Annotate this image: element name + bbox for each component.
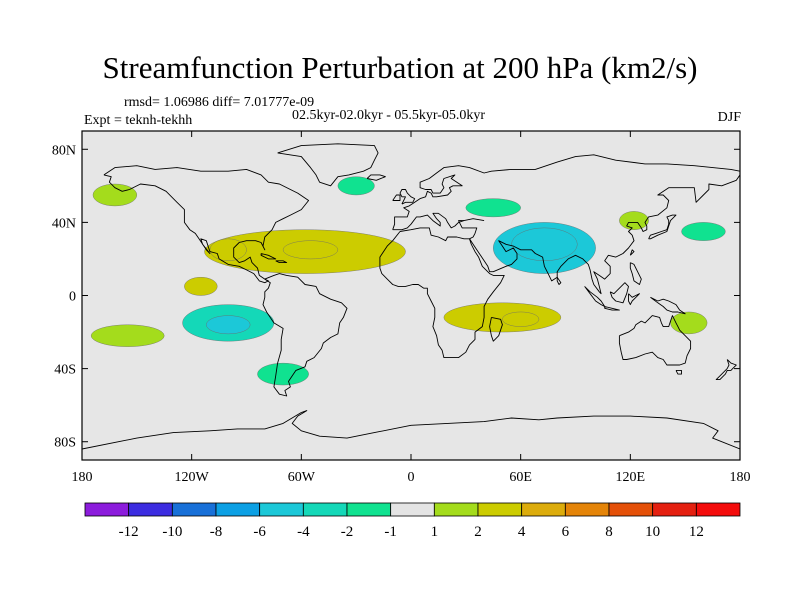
map-title: Streamfunction Perturbation at 200 hPa (… xyxy=(102,50,698,85)
colorbar-label: 6 xyxy=(562,524,570,540)
colorbar-swatch xyxy=(433,502,479,517)
colorbar-label: 10 xyxy=(645,524,660,540)
lat-tick-label: 0 xyxy=(69,290,76,305)
coastline xyxy=(275,260,288,264)
coastline xyxy=(277,143,379,187)
lat-tick-label: 80N xyxy=(52,143,76,158)
coastline xyxy=(399,189,416,205)
colorbar-swatch xyxy=(608,502,654,517)
experiment-label: Expt = teknh-tekhh xyxy=(84,113,193,128)
colorbar-label: -12 xyxy=(119,524,139,540)
coastline xyxy=(469,174,740,295)
coastline xyxy=(715,359,737,381)
colorbar-swatch xyxy=(477,502,523,517)
colorbar-swatch xyxy=(346,502,392,517)
coastline xyxy=(628,293,640,306)
lon-tick-label: 180 xyxy=(72,470,93,485)
axis-ticks: 80N 40N 0 40S 80S 180 120W 60W 0 60E 120E 180 xyxy=(52,131,751,485)
colorbar-swatch xyxy=(652,502,697,517)
anomaly-region xyxy=(92,183,138,207)
colorbar-label: -4 xyxy=(297,524,310,540)
coastline xyxy=(392,154,740,230)
coastline xyxy=(648,214,677,240)
coastline xyxy=(489,316,503,342)
period-label: 02.5kyr-02.0kyr - 05.5kyr-05.0kyr xyxy=(292,108,486,123)
colorbar-swatch xyxy=(171,502,217,517)
coastline xyxy=(618,315,692,366)
coastline xyxy=(82,410,740,450)
coastline xyxy=(366,174,386,181)
colorbar-label: 1 xyxy=(431,524,439,540)
lon-tick-label: 60W xyxy=(288,470,316,485)
lon-tick-label: 120E xyxy=(616,470,646,485)
colorbar-label: -6 xyxy=(253,524,266,540)
season-label: DJF xyxy=(717,110,741,125)
lon-tick-label: 0 xyxy=(408,470,415,485)
coastline xyxy=(260,253,277,260)
coastline xyxy=(556,276,562,285)
coastline xyxy=(379,227,505,359)
colorbar-swatch xyxy=(259,502,304,517)
anomaly-region xyxy=(443,302,562,333)
colorbar-label: -10 xyxy=(162,524,182,540)
colorbar-label: -2 xyxy=(341,524,354,540)
coastline xyxy=(392,212,485,231)
coastline xyxy=(609,282,629,304)
colorbar-swatch xyxy=(564,502,610,517)
anomaly-region xyxy=(670,311,708,335)
colorbar-label: 2 xyxy=(474,524,482,540)
colorbar-swatch xyxy=(695,502,741,517)
coastline xyxy=(675,369,682,375)
anomaly-region xyxy=(90,324,165,347)
rmsd-stats: rmsd= 1.06986 diff= 7.01777e-09 xyxy=(124,95,315,110)
anomaly-region xyxy=(681,222,726,241)
colorbar-label: -1 xyxy=(384,524,397,540)
coastline xyxy=(604,306,620,311)
coastline xyxy=(650,296,686,315)
colorbar-swatch xyxy=(521,502,566,517)
anomaly-region xyxy=(184,277,218,296)
coastline xyxy=(262,273,348,397)
colorbar-swatch xyxy=(302,502,348,517)
anomaly-region xyxy=(282,240,339,260)
coastline xyxy=(629,249,635,256)
lon-tick-label: 180 xyxy=(730,470,751,485)
anomaly-region xyxy=(465,198,521,218)
coastlines xyxy=(82,143,740,450)
lat-tick-label: 40S xyxy=(54,363,76,378)
coastline xyxy=(629,262,642,285)
lat-tick-label: 80S xyxy=(54,436,76,451)
colorbar-label: 4 xyxy=(518,524,526,540)
coastline xyxy=(103,165,310,284)
anomaly-fields xyxy=(90,176,726,386)
colorbar-swatch xyxy=(390,502,435,517)
lon-tick-label: 60E xyxy=(509,470,532,485)
plot-background xyxy=(82,131,740,460)
colorbar-label: -8 xyxy=(210,524,223,540)
anomaly-region xyxy=(511,227,578,261)
lat-tick-label: 40N xyxy=(52,216,76,231)
colorbar-swatch xyxy=(128,502,173,517)
anomaly-region xyxy=(502,311,540,327)
coastline xyxy=(458,220,478,240)
coastline xyxy=(392,194,401,201)
anomaly-region xyxy=(257,362,309,386)
colorbar-label: 12 xyxy=(689,524,704,540)
colorbar-swatch xyxy=(215,502,261,517)
lon-tick-label: 120W xyxy=(175,470,210,485)
colorbar-label: 8 xyxy=(605,524,613,540)
anomaly-region xyxy=(337,176,375,196)
colorbar: -12 -10 -8 -6 -4 -2 -1 1 2 4 6 8 10 12 xyxy=(84,502,741,540)
anomaly-region xyxy=(206,315,251,335)
anomaly-region xyxy=(619,211,649,230)
colorbar-swatch xyxy=(84,502,130,517)
